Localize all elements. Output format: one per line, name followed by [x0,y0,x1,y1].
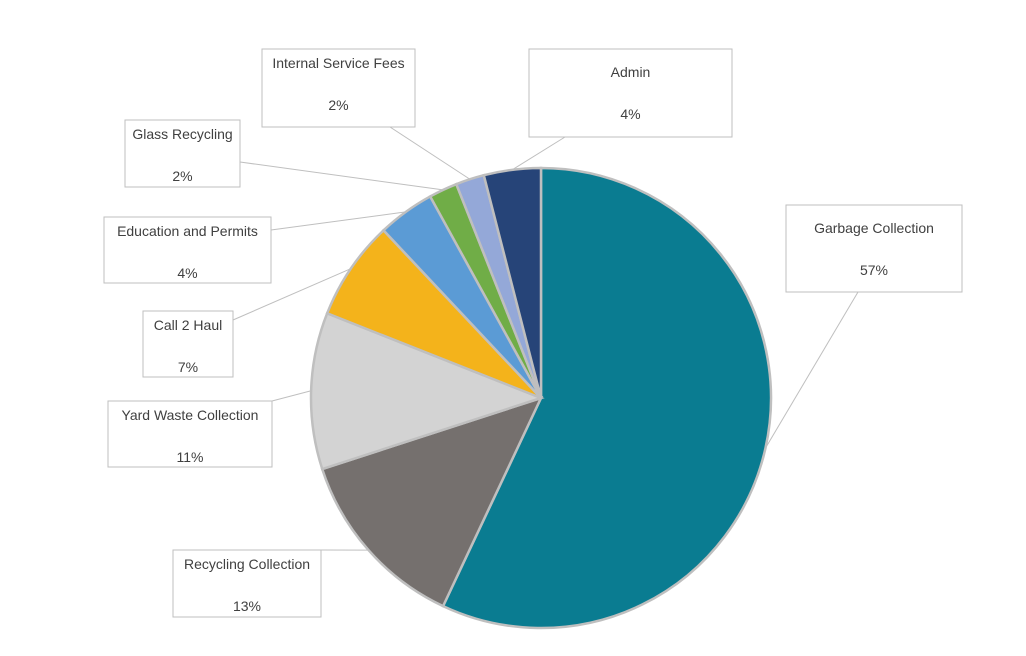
data-label-value: 57% [860,262,888,278]
data-label-name: Call 2 Haul [154,317,222,333]
leader-line-garbage-collection [765,291,859,449]
pie-slice-call-2-haul [325,228,542,400]
data-label-yard-waste-collection: Yard Waste Collection 11% [107,400,273,468]
leader-line-education-and-permits [270,211,406,231]
data-label-box [528,48,733,138]
data-label-name: Yard Waste Collection [122,407,259,423]
data-label-box [142,310,234,378]
leader-line-yard-waste-collection [271,390,312,402]
data-label-internal-service-fees: Internal Service Fees 2% [261,48,416,128]
data-label-value: 2% [172,168,192,184]
data-label-name: Garbage Collection [814,220,934,236]
pie-slice-garbage-collection [441,166,773,630]
data-label-name: Admin [611,64,651,80]
data-label-admin: Admin 4% [528,48,733,138]
data-label-value: 7% [178,359,198,375]
data-label-box [785,204,963,293]
pie-slice-yard-waste-collection [309,311,545,471]
data-label-value: 13% [233,598,261,614]
data-label-value: 11% [177,449,204,465]
pie-slice-admin [482,166,543,399]
data-label-name: Education and Permits [117,223,258,239]
data-label-education-and-permits: Education and Permits 4% [103,216,272,284]
leader-line-internal-service-fees [389,126,471,180]
leader-line-admin [511,136,566,171]
data-label-value: 2% [328,97,348,113]
data-label-call-2-haul: Call 2 Haul 7% [142,310,234,378]
data-label-box [103,216,272,284]
data-label-box [124,119,241,188]
data-label-value: 4% [177,265,197,281]
data-label-box [172,549,322,618]
data-label-box [261,48,416,128]
leader-line-call-2-haul [232,268,351,321]
data-label-glass-recycling: Glass Recycling 2% [124,119,241,188]
leader-line-glass-recycling [239,161,444,191]
data-label-garbage-collection: Garbage Collection 57% [785,204,963,293]
pie-slice-recycling-collection [320,395,544,608]
data-label-box [107,400,273,468]
data-label-name: Internal Service Fees [272,55,404,71]
data-label-recycling-collection: Recycling Collection 13% [172,549,322,618]
data-label-name: Glass Recycling [132,126,232,142]
data-label-value: 4% [620,106,640,122]
data-label-name: Recycling Collection [184,556,310,572]
